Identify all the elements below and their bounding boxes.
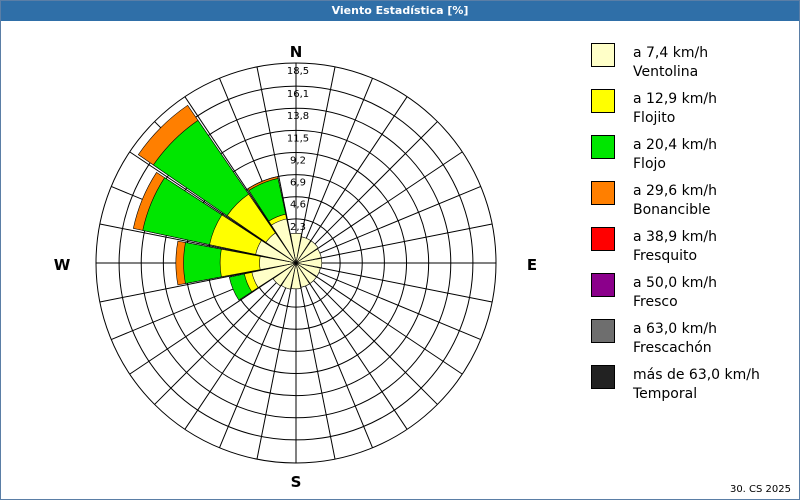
grid-spoke xyxy=(184,281,285,430)
petal-ventolina xyxy=(259,256,297,270)
legend-range: a 50,0 km/h xyxy=(633,275,717,291)
legend-range: a 20,4 km/h xyxy=(633,137,717,153)
grid-spoke xyxy=(129,274,278,375)
compass-labels: N E S W xyxy=(54,43,537,491)
radial-tick-label: 16,1 xyxy=(287,89,309,100)
wind-petals xyxy=(132,104,323,301)
polar-grid xyxy=(95,62,497,464)
compass-label-s: S xyxy=(291,473,302,491)
legend-name: Temporal xyxy=(633,386,698,402)
footer-text: 30. CS 2025 xyxy=(729,484,791,495)
legend-item-flojo: a 20,4 km/h Flojo xyxy=(591,135,791,181)
legend-item-fresquito: a 38,9 km/h Fresquito xyxy=(591,227,791,273)
petal-ventolina xyxy=(295,262,321,277)
legend-swatch-flojito xyxy=(591,89,615,113)
grid-spoke xyxy=(307,96,408,245)
grid-spoke xyxy=(154,278,281,405)
petal-flojito xyxy=(219,248,297,278)
legend-name: Flojo xyxy=(633,156,666,172)
grid-spoke xyxy=(256,284,293,460)
radial-tick-labels: 2,3 4,6 6,9 9,2 11,5 13,8 16,1 18,5 xyxy=(287,66,309,233)
legend-swatch-flojo xyxy=(591,135,615,159)
legend-range: a 63,0 km/h xyxy=(633,321,717,337)
grid-spoke xyxy=(256,66,293,242)
legend-range: más de 63,0 km/h xyxy=(633,367,760,383)
radial-tick-label: 11,5 xyxy=(287,133,309,144)
legend-item-bonancible: a 29,6 km/h Bonancible xyxy=(591,181,791,227)
petal-ventolina xyxy=(280,262,297,290)
petal-ventolina xyxy=(290,262,302,290)
legend-name: Fresquito xyxy=(633,248,698,264)
legend-item-flojito: a 12,9 km/h Flojito xyxy=(591,89,791,135)
legend-range: a 7,4 km/h xyxy=(633,45,709,61)
wind-rose-chart: 2,3 4,6 6,9 9,2 11,5 13,8 16,1 18,5 N E S W xyxy=(54,43,537,491)
legend-swatch-temporal xyxy=(591,365,615,389)
compass-label-w: W xyxy=(54,256,71,274)
radial-tick-label: 6,9 xyxy=(290,178,306,189)
chart-title: Viento Estadística [%] xyxy=(1,1,799,21)
legend-swatch-bonancible xyxy=(591,181,615,205)
petal-ventolina xyxy=(295,262,310,288)
legend-range: a 12,9 km/h xyxy=(633,91,717,107)
grid-spoke xyxy=(299,66,336,242)
legend-range: a 38,9 km/h xyxy=(633,229,717,245)
compass-label-e: E xyxy=(527,256,537,274)
grid-spoke xyxy=(316,270,481,340)
legend-item-frescachon: a 63,0 km/h Frescachón xyxy=(591,319,791,365)
legend-item-temporal: más de 63,0 km/h Temporal xyxy=(591,365,791,411)
radial-tick-label: 9,2 xyxy=(290,155,306,166)
petal-ventolina xyxy=(271,218,297,264)
petal-ventolina xyxy=(265,232,297,264)
radial-tick-label: 2,3 xyxy=(290,222,306,233)
petal-ventolina xyxy=(295,257,323,269)
petal-ventolina xyxy=(295,248,322,264)
grid-spoke xyxy=(317,266,493,303)
radial-tick-label: 18,5 xyxy=(287,66,309,77)
legend-name: Bonancible xyxy=(633,202,711,218)
petal-ventolina xyxy=(272,262,297,287)
legend-item-ventolina: a 7,4 km/h Ventolina xyxy=(591,43,791,89)
compass-label-n: N xyxy=(290,43,303,61)
grid-spoke xyxy=(303,283,373,448)
petal-ventolina xyxy=(290,233,302,264)
petal-ventolina xyxy=(295,236,312,264)
legend-name: Flojito xyxy=(633,110,676,126)
petal-ventolina xyxy=(255,240,297,264)
legend-name: Ventolina xyxy=(633,64,699,80)
grid-spoke xyxy=(311,121,438,248)
legend-item-fresco: a 50,0 km/h Fresco xyxy=(591,273,791,319)
legend-swatch-fresquito xyxy=(591,227,615,251)
grid-spoke xyxy=(314,151,463,252)
grid-spoke xyxy=(99,223,275,260)
grid-spoke xyxy=(307,281,408,430)
grid-spoke xyxy=(311,278,438,405)
grid-spoke xyxy=(129,151,278,252)
legend-swatch-ventolina xyxy=(591,43,615,67)
grid-spoke xyxy=(317,223,493,260)
legend-name: Frescachón xyxy=(633,340,712,356)
radial-tick-label: 4,6 xyxy=(290,200,306,211)
legend-range: a 29,6 km/h xyxy=(633,183,717,199)
grid-spoke xyxy=(303,78,373,243)
petal-ventolina xyxy=(295,240,319,264)
grid-spoke xyxy=(314,274,463,375)
grid-spoke xyxy=(184,96,285,245)
grid-spoke xyxy=(99,266,275,303)
legend-name: Fresco xyxy=(633,294,678,310)
grid-spoke xyxy=(219,283,289,448)
petal-ventolina xyxy=(295,262,317,284)
petal-ventolina xyxy=(251,262,297,288)
grid-spoke xyxy=(299,284,336,460)
legend-swatch-fresco xyxy=(591,273,615,297)
grid-spoke xyxy=(316,186,481,256)
legend-swatch-frescachon xyxy=(591,319,615,343)
radial-tick-label: 13,8 xyxy=(287,111,309,122)
